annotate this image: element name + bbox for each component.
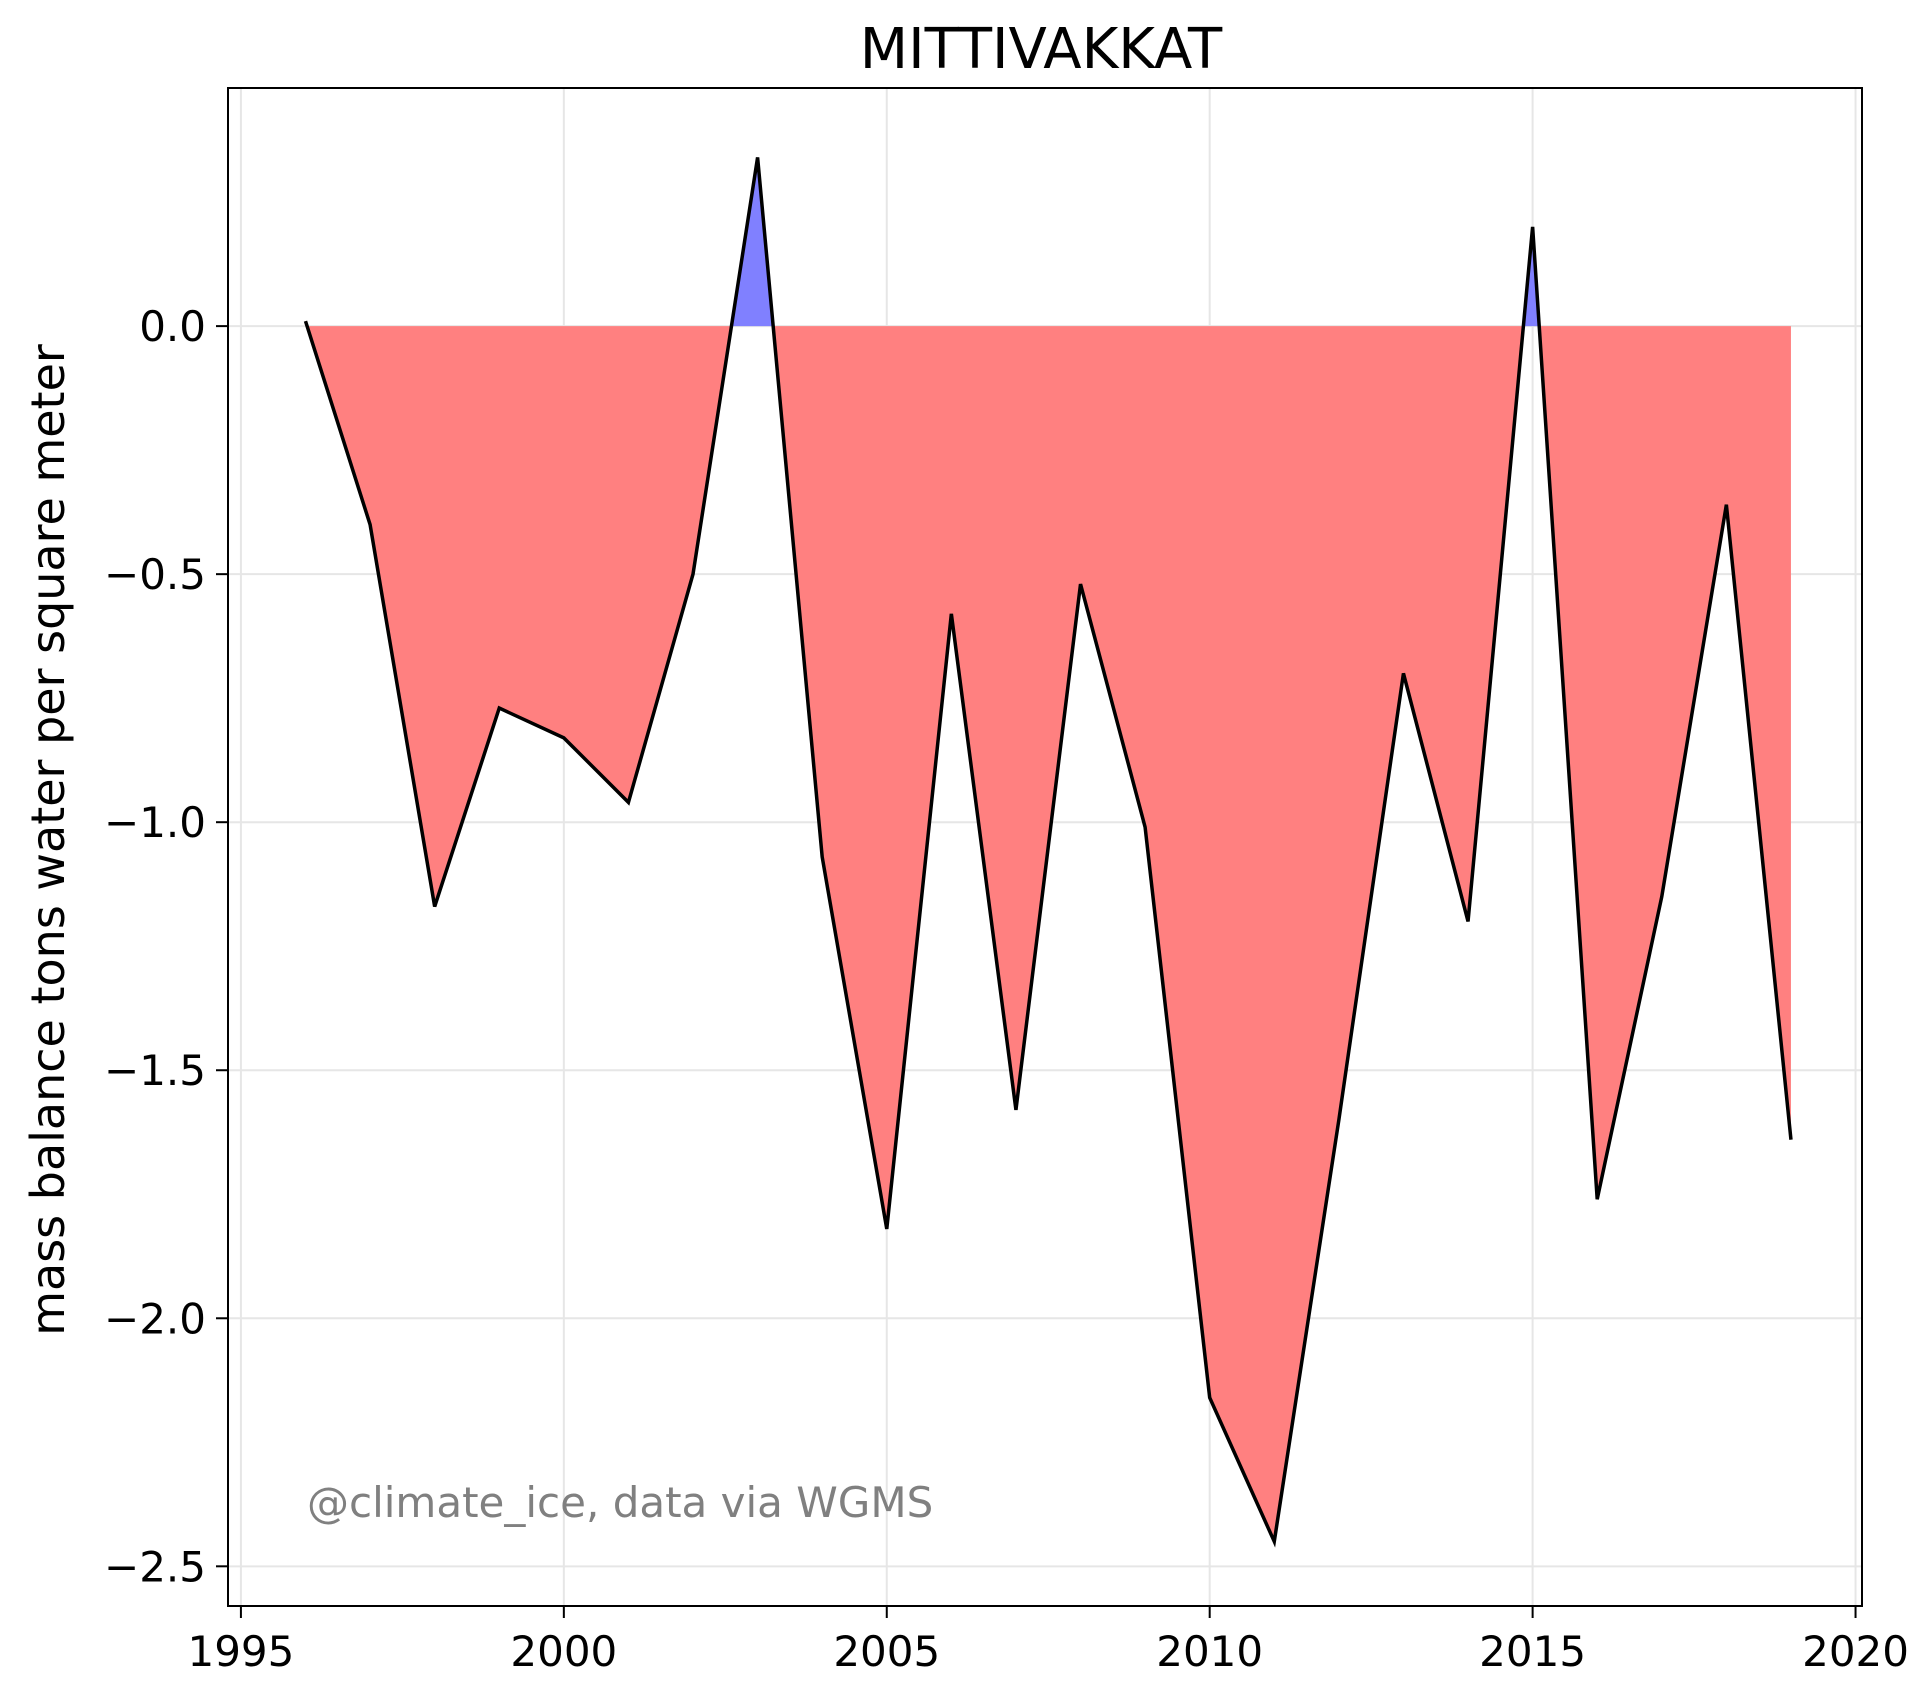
y-tick-label: −0.5 [104,550,206,599]
x-tick-label: 2010 [1156,1627,1263,1676]
negative-balance-area [306,326,1791,1541]
y-tick-label: 0.0 [139,302,206,351]
chart-title: MITTIVAKKAT [860,17,1223,82]
x-tick-label: 2005 [833,1627,940,1676]
y-tick-label: −1.5 [104,1046,206,1095]
x-tick-label: 2000 [510,1627,617,1676]
y-tick-label: −1.0 [104,798,206,847]
y-tick-label: −2.5 [104,1542,206,1591]
x-tick-label: 1995 [187,1627,294,1676]
x-tick-label: 2020 [1802,1627,1909,1676]
positive-balance-area [306,157,1791,326]
y-tick-label: −2.0 [104,1294,206,1343]
x-tick-label: 2015 [1479,1627,1586,1676]
chart-annotation: @climate_ice, data via WGMS [307,1478,933,1527]
y-axis-label: mass balance tons water per square meter [21,344,75,1336]
